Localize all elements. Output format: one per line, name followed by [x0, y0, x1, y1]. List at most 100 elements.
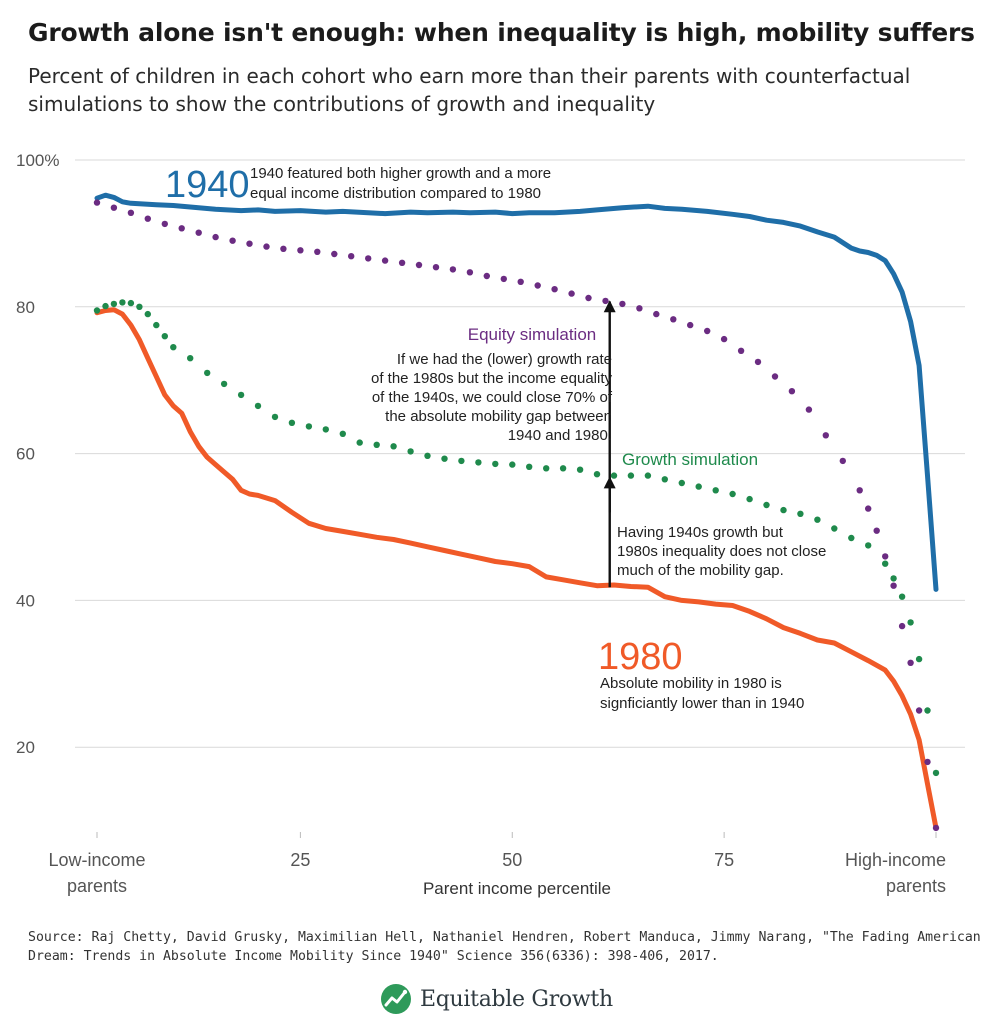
series-point-equity-simulation	[788, 388, 796, 395]
series-point-equity-simulation	[882, 553, 889, 560]
series-point-equity-simulation	[483, 272, 490, 280]
series-point-equity-simulation	[636, 305, 643, 312]
y-tick-label-40: 40	[16, 591, 35, 610]
series-point-equity-simulation	[670, 316, 677, 323]
series-point-equity-simulation	[178, 225, 185, 232]
series-point-growth-simulation	[610, 472, 618, 479]
growth-note-line: 1980s inequality does not close	[617, 543, 826, 560]
series-point-equity-simulation	[161, 220, 168, 228]
series-point-equity-simulation	[568, 290, 575, 297]
logo-text: Equitable Growth	[420, 986, 613, 1012]
x-tick-label-25: 25	[290, 850, 310, 870]
x-axis-label: Parent income percentile	[423, 879, 611, 898]
series-point-growth-simulation	[763, 501, 770, 509]
series-point-growth-simulation	[661, 476, 668, 483]
series-point-growth-simulation	[627, 472, 635, 479]
series-point-equity-simulation	[653, 310, 660, 318]
series-point-growth-simulation	[110, 300, 118, 308]
series-point-equity-simulation	[314, 248, 321, 255]
series-point-growth-simulation	[390, 443, 397, 450]
series-point-growth-simulation	[526, 463, 533, 470]
series-point-growth-simulation	[119, 299, 126, 306]
series-point-equity-simulation	[602, 297, 609, 305]
series-point-equity-simulation	[127, 209, 135, 216]
y-tick-label-80: 80	[16, 298, 35, 317]
equity-simulation-title: Equity simulation	[468, 325, 597, 344]
equity-note-line: the absolute mobility gap between	[385, 408, 612, 425]
series-point-equity-simulation	[924, 758, 931, 766]
series-point-equity-simulation	[890, 582, 897, 589]
series-point-growth-simulation	[254, 402, 262, 410]
series-point-equity-simulation	[212, 233, 219, 241]
series-point-equity-simulation	[720, 335, 728, 343]
series-point-growth-simulation	[898, 593, 906, 600]
series-line-1980	[94, 307, 939, 831]
growth-simulation-title: Growth simulation	[622, 450, 758, 469]
y-tick-label-100: 100%	[16, 151, 59, 170]
equitable-growth-logo: Equitable Growth	[380, 982, 613, 1016]
series-point-growth-simulation	[576, 466, 584, 473]
series-point-growth-simulation	[559, 465, 567, 472]
series-point-growth-simulation	[907, 619, 914, 626]
series-point-growth-simulation	[848, 534, 855, 542]
series-point-equity-simulation	[331, 250, 338, 258]
series-point-equity-simulation	[195, 229, 202, 236]
note-1980-line: signficiantly lower than in 1940	[600, 695, 804, 712]
series-point-growth-simulation	[271, 413, 279, 421]
series-point-growth-simulation	[509, 461, 516, 468]
series-point-growth-simulation	[915, 655, 923, 663]
series-point-growth-simulation	[237, 391, 245, 399]
series-point-equity-simulation	[704, 327, 711, 335]
series-point-equity-simulation	[398, 259, 406, 266]
series-point-growth-simulation	[204, 369, 211, 377]
growth-note-line: Having 1940s growth but	[617, 524, 784, 541]
series-point-equity-simulation	[517, 278, 524, 285]
series-point-growth-simulation	[424, 452, 431, 459]
equity-note-line: If we had the (lower) growth rate	[397, 351, 612, 368]
series-point-growth-simulation	[712, 487, 719, 494]
series-point-equity-simulation	[619, 300, 626, 308]
series-point-growth-simulation	[729, 490, 736, 498]
x-tick-label-100: High-income	[845, 850, 946, 870]
x-tick-label-50: 50	[502, 850, 522, 870]
series-point-equity-simulation	[263, 243, 270, 250]
note-1940-line: 1940 featured both higher growth and a m…	[250, 165, 551, 182]
series-point-growth-simulation	[161, 333, 168, 340]
series-point-equity-simulation	[348, 253, 355, 260]
series-point-growth-simulation	[102, 302, 109, 310]
label-1940: 1940	[165, 164, 250, 206]
series-point-growth-simulation	[746, 495, 753, 503]
series-point-equity-simulation	[822, 432, 829, 439]
series-point-equity-simulation	[365, 255, 372, 262]
series-point-equity-simulation	[432, 264, 440, 271]
series-point-equity-simulation	[585, 294, 592, 302]
series-point-growth-simulation	[695, 483, 702, 490]
equity-note-line: 1940 and 1980.	[508, 427, 612, 444]
note-1940-line: equal income distribution compared to 19…	[250, 185, 541, 202]
series-point-growth-simulation	[797, 510, 804, 517]
series-point-equity-simulation	[110, 204, 118, 211]
series-point-growth-simulation	[136, 303, 143, 310]
growth-note-line: much of the mobility gap.	[617, 562, 784, 579]
series-point-growth-simulation	[780, 506, 787, 514]
series-point-growth-simulation	[492, 460, 499, 468]
x-tick-label-1: Low-income	[48, 850, 145, 870]
series-point-growth-simulation	[305, 423, 313, 430]
series-point-equity-simulation	[932, 824, 940, 832]
series-point-growth-simulation	[407, 448, 414, 455]
growth-chart-icon	[381, 984, 411, 1014]
series-point-growth-simulation	[373, 441, 380, 448]
series-point-growth-simulation	[865, 542, 872, 549]
equity-note-line: of the 1980s but the income equality	[371, 370, 612, 387]
series-point-growth-simulation	[831, 525, 838, 532]
series-point-growth-simulation	[882, 560, 889, 567]
equity-note-line: of the 1940s, we could close 70% of	[372, 389, 613, 406]
chart-subtitle: Percent of children in each cohort who e…	[28, 64, 911, 116]
series-point-equity-simulation	[839, 457, 846, 465]
series-point-equity-simulation	[415, 261, 423, 269]
series-point-growth-simulation	[924, 707, 931, 714]
series-point-equity-simulation	[737, 347, 745, 354]
x-tick-label-100: parents	[886, 876, 946, 896]
series-point-equity-simulation	[865, 505, 872, 512]
label-1980: 1980	[598, 636, 683, 678]
